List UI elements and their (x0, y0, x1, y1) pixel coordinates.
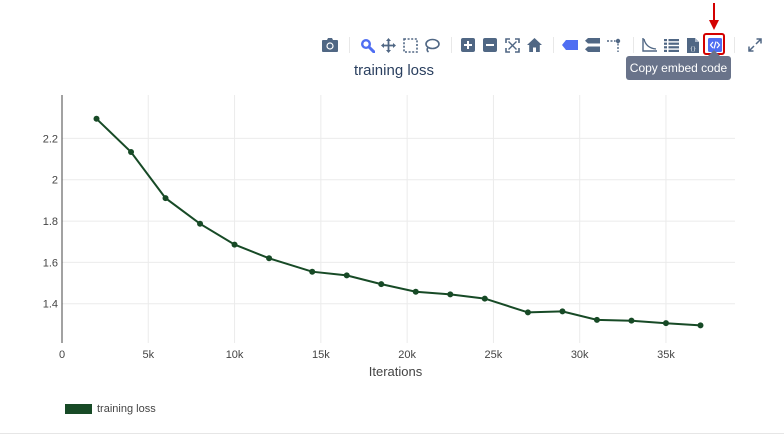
modebar-separator (349, 37, 350, 53)
series-line (95, 118, 701, 327)
fullscreen-icon[interactable] (744, 34, 766, 56)
x-tick-label: 10k (226, 349, 244, 361)
tooltip: Copy embed code (626, 56, 731, 80)
data-point (697, 322, 704, 329)
modebar-separator (553, 37, 554, 53)
pan-icon[interactable] (377, 34, 399, 56)
legend[interactable]: training loss (65, 402, 156, 416)
x-tick-label: 5k (142, 349, 154, 361)
svg-text:{}: {} (690, 46, 696, 52)
data-point (481, 295, 488, 302)
x-tick-label: 0 (59, 349, 65, 361)
y-tick-label: 1.8 (43, 216, 58, 228)
y-tick-label: 2 (52, 175, 58, 187)
data-point (412, 288, 419, 295)
line-chart-icon[interactable] (638, 34, 660, 56)
x-tick-label: 15k (312, 349, 330, 361)
legend-label[interactable]: training loss (97, 403, 156, 415)
data-point (343, 272, 350, 279)
modebar-separator (451, 37, 452, 53)
data-point (559, 308, 566, 315)
data-point (662, 320, 669, 327)
data-point (593, 316, 600, 323)
y-tick-label: 1.4 (43, 299, 58, 311)
chart-title: training loss (353, 62, 435, 79)
data-point (378, 281, 385, 288)
data-point (447, 291, 454, 298)
autoscale-icon[interactable] (501, 34, 523, 56)
modebar-separator (633, 37, 634, 53)
x-tick-label: 35k (657, 349, 675, 361)
y-tick-label: 1.6 (43, 257, 58, 269)
x-tick-label: 25k (485, 349, 503, 361)
data-point (128, 149, 135, 156)
data-point (93, 115, 100, 122)
x-tick-label: 30k (571, 349, 589, 361)
embed-code-icon[interactable] (704, 34, 726, 56)
data-point (524, 309, 531, 316)
tooltip-caret (708, 50, 720, 56)
spike-lines-icon[interactable] (603, 34, 625, 56)
json-file-icon[interactable]: {} (682, 34, 704, 56)
hover-closest-icon[interactable] (559, 34, 581, 56)
camera-icon[interactable] (319, 34, 341, 56)
data-point (197, 220, 204, 227)
x-axis-title: Iterations (369, 364, 423, 379)
annotation-arrow-icon (709, 3, 719, 30)
zoom-in-icon[interactable] (457, 34, 479, 56)
legend-swatch[interactable] (65, 404, 92, 414)
hover-compare-icon[interactable] (581, 34, 603, 56)
data-point (309, 268, 316, 275)
lasso-select-icon[interactable] (421, 34, 443, 56)
box-select-icon[interactable] (399, 34, 421, 56)
y-tick-label: 2.2 (43, 133, 58, 145)
data-point (231, 241, 238, 248)
x-tick-label: 20k (398, 349, 416, 361)
reset-axes-icon[interactable] (523, 34, 545, 56)
data-point (266, 255, 273, 262)
data-table-icon[interactable] (660, 34, 682, 56)
modebar-separator (734, 37, 735, 53)
zoom-icon[interactable] (356, 34, 378, 56)
data-point (628, 317, 635, 324)
zoom-out-icon[interactable] (479, 34, 501, 56)
bottom-divider (0, 433, 784, 434)
data-point (162, 195, 169, 202)
